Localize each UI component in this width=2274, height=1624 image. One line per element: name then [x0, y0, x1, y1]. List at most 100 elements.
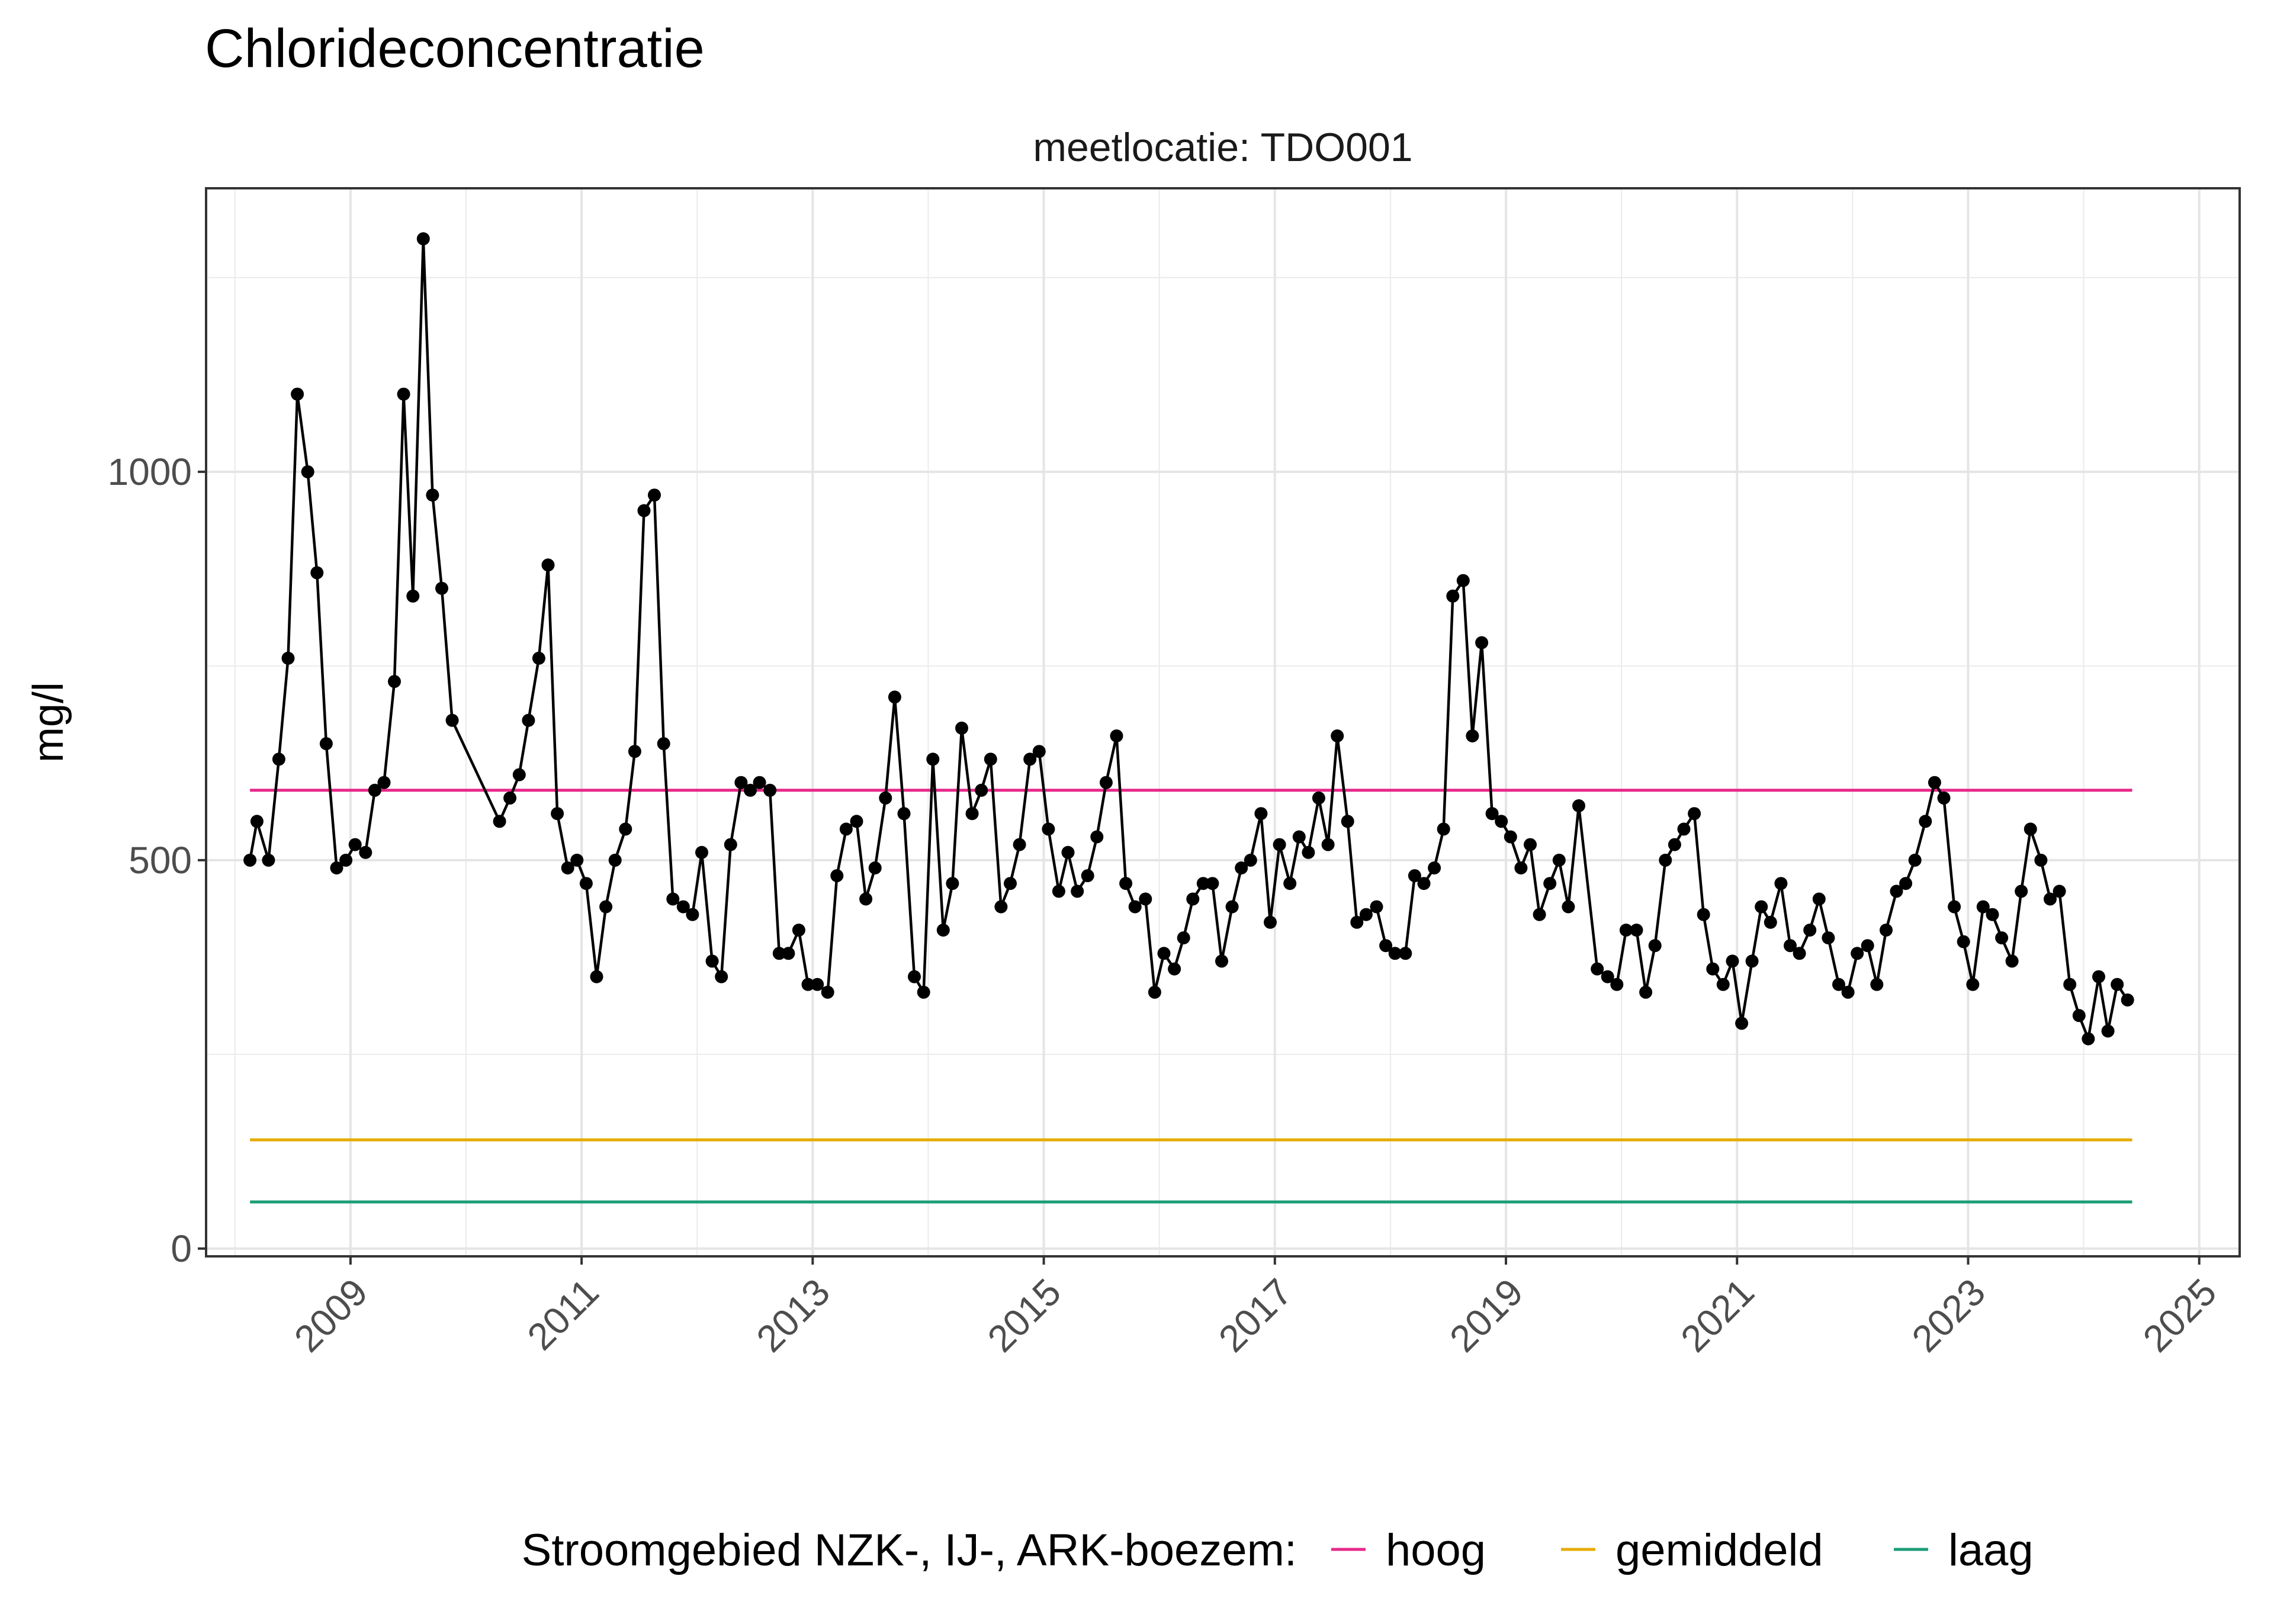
- data-point: [1466, 729, 1479, 742]
- data-point: [1119, 877, 1133, 890]
- data-point: [946, 877, 959, 890]
- data-point: [2024, 822, 2037, 836]
- data-point: [262, 853, 275, 867]
- data-point: [1139, 892, 1152, 906]
- data-point: [1042, 822, 1055, 836]
- data-point: [1735, 1017, 1749, 1030]
- series-line: [248, 237, 2129, 1040]
- data-point: [522, 713, 535, 727]
- data-point: [1359, 908, 1373, 921]
- data-point: [897, 807, 911, 821]
- data-point: [532, 651, 545, 665]
- data-point: [936, 924, 950, 937]
- data-point: [1764, 915, 1777, 929]
- data-point: [868, 861, 882, 874]
- data-point: [2082, 1032, 2095, 1046]
- data-point: [2015, 885, 2028, 898]
- data-point: [879, 791, 892, 805]
- data-point: [1524, 838, 1537, 851]
- data-point: [1919, 815, 1932, 828]
- data-point: [666, 892, 680, 906]
- data-point: [319, 737, 333, 751]
- data-point: [1630, 924, 1643, 937]
- data-point: [1706, 962, 1720, 976]
- data-point: [1812, 892, 1826, 906]
- data-point: [2005, 954, 2019, 968]
- data-point: [339, 853, 353, 867]
- x-tick-label: 2019: [1441, 1271, 1531, 1361]
- data-point: [1861, 939, 1874, 953]
- data-point: [2044, 892, 2057, 906]
- data-point: [965, 807, 979, 821]
- data-point: [291, 387, 304, 401]
- data-point: [1177, 931, 1190, 945]
- legend-label-laag: laag: [1948, 1525, 2034, 1575]
- data-point: [388, 675, 401, 689]
- data-point: [1668, 838, 1681, 851]
- data-point: [1446, 589, 1460, 603]
- data-point: [1273, 838, 1286, 851]
- data-point: [1004, 877, 1017, 890]
- data-point: [1957, 935, 1970, 948]
- data-point: [1341, 815, 1354, 828]
- data-point: [1688, 807, 1701, 821]
- data-point: [493, 815, 506, 828]
- data-point: [955, 721, 968, 735]
- data-point: [850, 815, 863, 828]
- data-point: [1408, 869, 1421, 883]
- data-point: [1937, 791, 1951, 805]
- data-point: [619, 822, 632, 836]
- data-point: [763, 783, 777, 797]
- data-point: [1428, 861, 1441, 874]
- data-point: [1890, 885, 1903, 898]
- data-point: [994, 900, 1008, 914]
- data-point: [579, 877, 593, 890]
- data-point: [695, 845, 708, 859]
- y-tick-label: 500: [129, 839, 192, 882]
- data-point: [839, 822, 853, 836]
- y-tick-label: 0: [171, 1227, 192, 1270]
- data-point: [917, 985, 930, 999]
- data-point: [1157, 947, 1171, 960]
- data-point: [1225, 900, 1239, 914]
- data-point: [2101, 1024, 2115, 1038]
- data-point: [753, 776, 766, 789]
- data-point: [2034, 853, 2048, 867]
- data-point: [1948, 900, 1961, 914]
- x-tick-label: 2021: [1672, 1271, 1762, 1361]
- data-point: [1081, 869, 1094, 883]
- data-point: [1928, 776, 1941, 789]
- data-point: [2092, 970, 2105, 983]
- data-point: [637, 504, 651, 517]
- data-point: [724, 838, 737, 851]
- data-point: [359, 845, 372, 859]
- data-point: [1379, 939, 1393, 953]
- legend-title: Stroomgebied NZK-, IJ-, ARK-boezem:: [522, 1525, 1297, 1575]
- data-point: [377, 776, 391, 789]
- y-tick-label: 1000: [108, 451, 192, 493]
- data-point: [1572, 799, 1585, 812]
- data-point: [1986, 908, 1999, 921]
- data-point: [1099, 776, 1113, 789]
- data-point: [1726, 954, 1739, 968]
- data-point: [1514, 861, 1528, 874]
- data-point: [561, 861, 574, 874]
- data-point: [1475, 636, 1489, 649]
- data-point: [1601, 970, 1614, 983]
- data-point: [1543, 877, 1557, 890]
- data-point: [908, 970, 921, 983]
- data-point: [1485, 807, 1499, 821]
- data-point: [1677, 822, 1691, 836]
- data-point: [1697, 908, 1710, 921]
- data-point: [1215, 954, 1228, 968]
- data-point: [1908, 853, 1922, 867]
- data-point: [1495, 815, 1508, 828]
- data-point: [512, 768, 526, 782]
- data-point: [2072, 1009, 2086, 1022]
- data-point: [782, 947, 795, 960]
- data-point: [2121, 993, 2134, 1006]
- data-point: [1312, 791, 1325, 805]
- data-point: [1110, 729, 1123, 742]
- data-point: [426, 488, 439, 502]
